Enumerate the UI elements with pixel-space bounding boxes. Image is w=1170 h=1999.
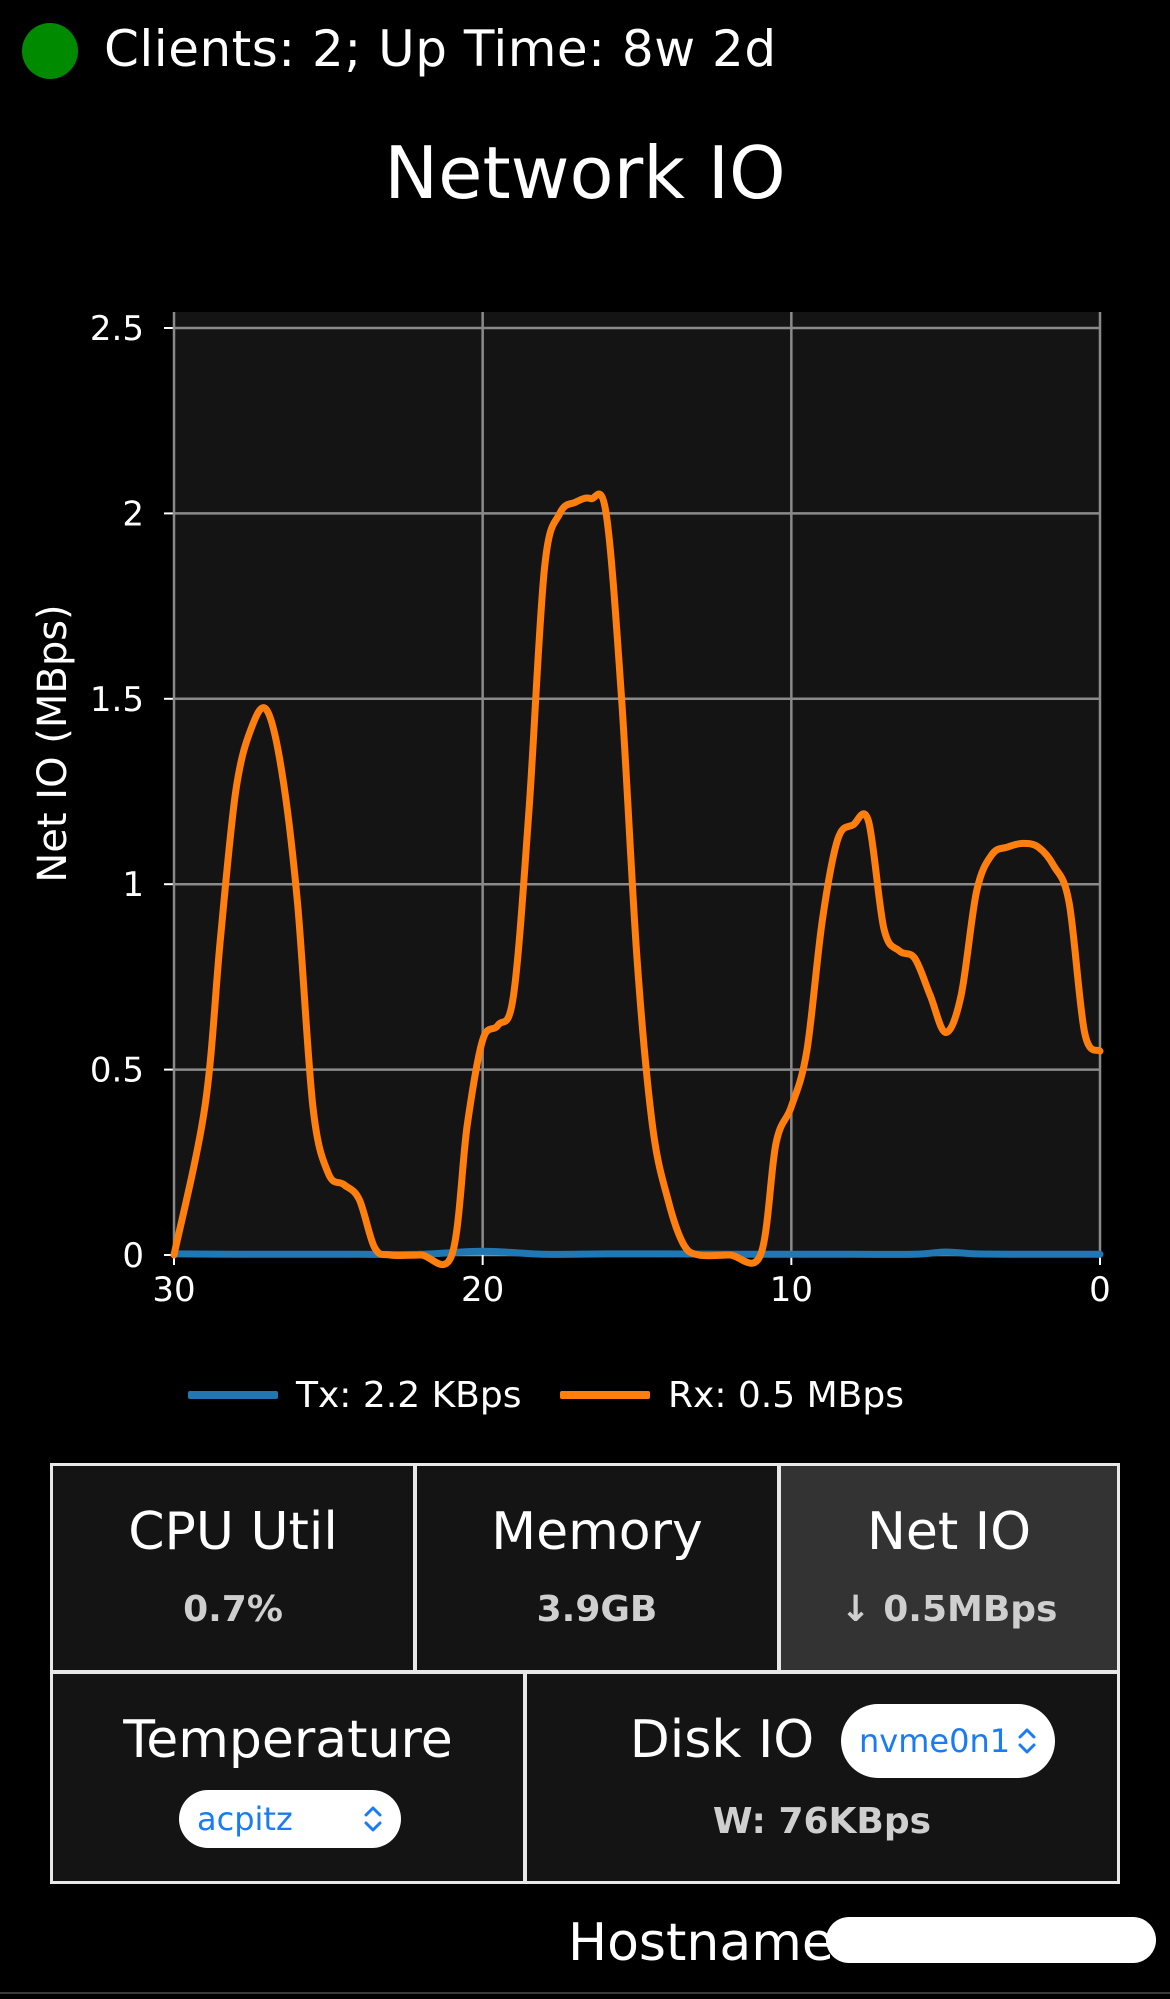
hostname-label: Hostname: <box>568 1913 852 1973</box>
tile-temperature-label: Temperature <box>123 1710 453 1770</box>
series-line-rx <box>170 490 1104 1268</box>
status-text: Clients: 2; Up Time: 8w 2d <box>104 20 777 78</box>
x-tick-label: 10 <box>770 1270 813 1310</box>
y-tick-label: 2.5 <box>90 309 144 349</box>
disk-device-select-value: nvme0n1 <box>859 1722 1011 1760</box>
temperature-sensor-select[interactable]: acpitz <box>179 1790 401 1848</box>
tile-memory-label: Memory <box>491 1502 703 1562</box>
tile-net-io-value: ↓ 0.5MBps <box>840 1589 1058 1630</box>
legend-item-rx[interactable]: Rx: 0.5 MBps <box>560 1370 904 1420</box>
series-line-tx <box>170 1247 1104 1259</box>
tile-disk-io-value: W: 76KBps <box>712 1801 932 1842</box>
tile-cpu-util[interactable]: CPU Util 0.7% <box>50 1463 416 1673</box>
hostname-value <box>826 1917 1156 1963</box>
legend-item-tx[interactable]: Tx: 2.2 KBps <box>188 1370 521 1420</box>
legend-label-tx: Tx: 2.2 KBps <box>296 1374 522 1416</box>
hostname-row: Hostname: <box>0 1908 1170 1978</box>
disk-device-select[interactable]: nvme0n1 <box>841 1704 1055 1778</box>
network-io-chart: 30 20 10 0 0 0.5 1 1.5 2 2.5 Net IO (MBps) <box>30 309 1111 1310</box>
legend-swatch-tx <box>188 1391 278 1399</box>
y-tick-label: 1 <box>122 865 144 905</box>
legend-label-rx: Rx: 0.5 MBps <box>668 1374 904 1416</box>
tile-cpu-util-label: CPU Util <box>128 1502 338 1562</box>
page-title: Network IO <box>384 131 786 215</box>
tile-disk-io[interactable]: Disk IO nvme0n1 W: 76KBps <box>524 1671 1120 1884</box>
tile-temperature[interactable]: Temperature acpitz <box>50 1671 526 1884</box>
x-tick-label: 20 <box>461 1270 504 1310</box>
y-tick-label: 0 <box>122 1236 144 1276</box>
y-tick-label: 0.5 <box>90 1051 144 1091</box>
y-tick-label: 2 <box>122 494 144 534</box>
tile-net-io-label: Net IO <box>866 1502 1032 1562</box>
connection-status-indicator <box>22 23 78 79</box>
status-bar: Clients: 2; Up Time: 8w 2d <box>0 0 1170 100</box>
y-tick-label: 1.5 <box>90 680 144 720</box>
temperature-sensor-select-value: acpitz <box>197 1800 293 1838</box>
tile-disk-io-label: Disk IO <box>629 1710 815 1770</box>
tile-cpu-util-value: 0.7% <box>183 1589 283 1630</box>
tile-memory-value: 3.9GB <box>536 1589 658 1630</box>
x-tick-label: 0 <box>1089 1270 1111 1310</box>
chart-legend: Tx: 2.2 KBps Rx: 0.5 MBps <box>0 1370 1170 1420</box>
tile-net-io[interactable]: Net IO ↓ 0.5MBps <box>778 1463 1120 1673</box>
y-axis-label: Net IO (MBps) <box>30 604 76 882</box>
chevron-up-down-icon <box>1015 1704 1039 1778</box>
legend-swatch-rx <box>560 1391 650 1399</box>
chevron-up-down-icon <box>361 1790 385 1848</box>
bottom-divider <box>0 1992 1170 1994</box>
tile-memory[interactable]: Memory 3.9GB <box>414 1463 780 1673</box>
plot-area <box>174 312 1100 1255</box>
x-tick-label: 30 <box>152 1270 195 1310</box>
